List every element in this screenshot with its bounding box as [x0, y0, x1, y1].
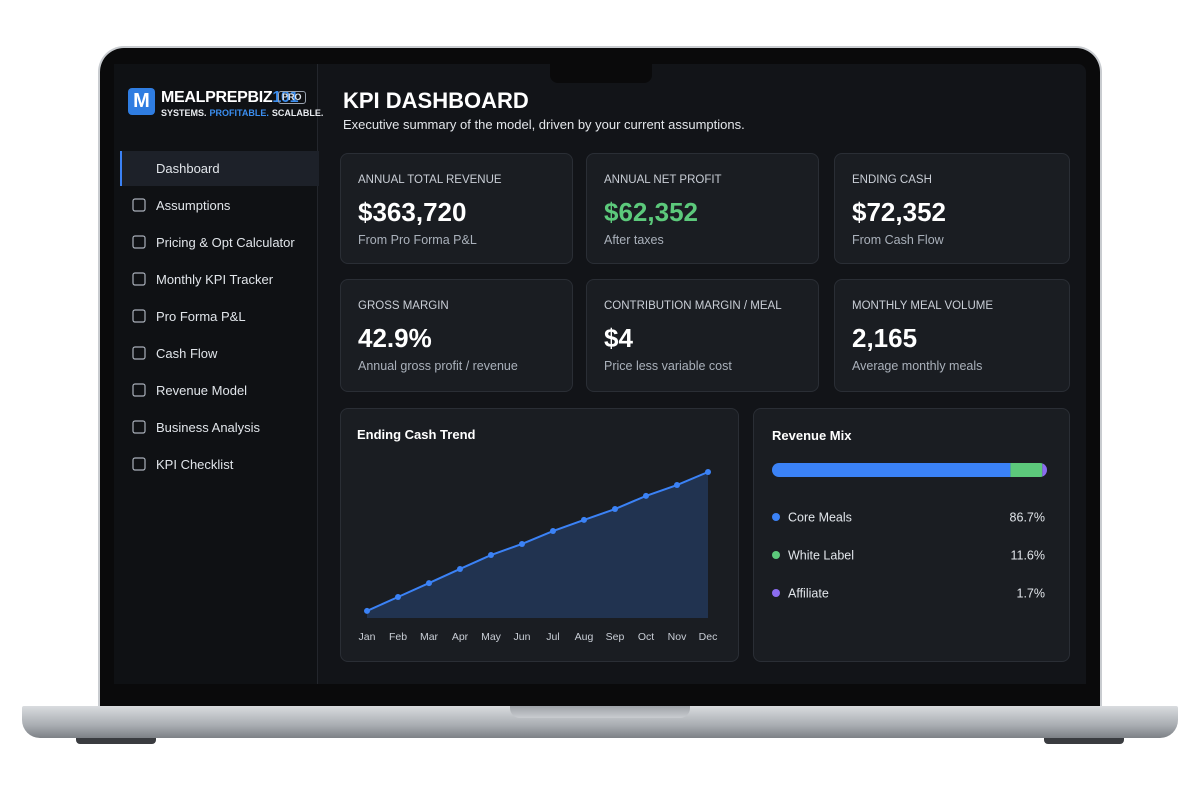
brand-name-main: MEALPREPBIZ: [161, 89, 273, 106]
nav-item[interactable]: Pricing & Opt Calculator: [156, 235, 295, 250]
kpi-value: $4: [604, 323, 633, 353]
nav-item[interactable]: Dashboard: [156, 161, 220, 176]
nav-icon: [132, 235, 146, 249]
kpi-value: $62,352: [604, 197, 698, 227]
x-tick-label: Dec: [699, 631, 718, 643]
kpi-label: ENDING CASH: [852, 174, 932, 186]
nav-icon: [132, 383, 146, 397]
x-tick-label: Jul: [546, 631, 559, 643]
kpi-note: Price less variable cost: [604, 359, 732, 373]
kpi-value: $72,352: [852, 197, 946, 227]
point: [705, 469, 711, 475]
nav-item[interactable]: Assumptions: [156, 198, 231, 213]
kpi-note: Annual gross profit / revenue: [358, 359, 518, 373]
x-tick-label: Apr: [452, 631, 469, 643]
tagline-word: PROFITABLE.: [209, 108, 269, 118]
point: [364, 607, 370, 614]
mix-segment: [772, 463, 1011, 477]
kpi-card: [340, 153, 573, 264]
legend-value: 86.7%: [1010, 511, 1045, 525]
laptop-foot: [1044, 738, 1124, 744]
x-tick-label: Jun: [514, 631, 531, 643]
point: [612, 506, 618, 513]
kpi-card: [834, 153, 1070, 264]
logo[interactable]: M: [128, 88, 155, 115]
chart-title: Revenue Mix: [772, 428, 852, 443]
nav-item[interactable]: KPI Checklist: [156, 457, 234, 472]
nav-item[interactable]: Pro Forma P&L: [156, 309, 246, 324]
x-tick-label: Nov: [668, 631, 687, 643]
brand-badge: PRO: [278, 91, 306, 104]
kpi-card: [586, 279, 819, 392]
camera-notch: [550, 64, 652, 83]
nav-icon: [132, 309, 146, 323]
kpi-value: 2,165: [852, 323, 918, 353]
kpi-card: [340, 279, 573, 392]
nav-item[interactable]: Revenue Model: [156, 383, 248, 398]
point: [426, 580, 432, 587]
kpi-value: 42.9%: [358, 323, 432, 353]
kpi-note: From Pro Forma P&L: [358, 233, 477, 247]
nav-active[interactable]: [120, 151, 319, 186]
page-title: KPI DASHBOARD: [343, 88, 529, 113]
legend-dot: [772, 589, 780, 597]
line: [366, 471, 709, 612]
kpi-label: CONTRIBUTION MARGIN / MEAL: [604, 300, 782, 312]
mix-card: [753, 408, 1070, 662]
x-tick-label: May: [481, 631, 502, 643]
nav-item[interactable]: Monthly KPI Tracker: [156, 272, 274, 287]
point: [457, 565, 463, 572]
nav-icon: [132, 272, 146, 286]
point: [519, 540, 525, 547]
x-tick-label: Jan: [359, 631, 376, 643]
nav-item[interactable]: Business Analysis: [156, 420, 261, 435]
kpi-card: [586, 153, 819, 264]
mix-segment: [1042, 463, 1047, 477]
kpi-label: MONTHLY MEAL VOLUME: [852, 300, 994, 312]
point: [643, 492, 649, 499]
legend-name: White Label: [788, 549, 854, 563]
page-subtitle: Executive summary of the model, driven b…: [343, 117, 745, 132]
legend-name: Core Meals: [788, 511, 852, 525]
point: [488, 552, 494, 559]
x-tick-label: Feb: [389, 631, 407, 643]
nav-icon: [132, 457, 146, 471]
laptop-foot: [76, 738, 156, 744]
tagline-word: SCALABLE.: [271, 108, 324, 118]
trend-card: [340, 408, 739, 662]
mix-segment: [1010, 463, 1043, 477]
x-tick-label: Oct: [638, 631, 654, 643]
legend-dot: [772, 513, 780, 521]
base-notch: [510, 706, 690, 718]
kpi-note: Average monthly meals: [852, 359, 983, 373]
nav-item[interactable]: Cash Flow: [156, 346, 218, 361]
point: [581, 516, 587, 523]
nav-icon: [132, 198, 146, 212]
kpi-value: $363,720: [358, 197, 467, 227]
kpi-note: After taxes: [604, 233, 664, 247]
legend-name: Affiliate: [788, 587, 829, 601]
legend-value: 11.6%: [1010, 549, 1045, 563]
point: [674, 482, 680, 489]
x-tick-label: Sep: [606, 631, 625, 643]
kpi-label: GROSS MARGIN: [358, 300, 449, 312]
kpi-label: ANNUAL TOTAL REVENUE: [358, 174, 502, 186]
legend-value: 1.7%: [1017, 587, 1046, 601]
nav-icon: [132, 420, 146, 434]
kpi-note: From Cash Flow: [852, 233, 944, 247]
tagline-word: SYSTEMS.: [161, 108, 207, 118]
nav-icon: [132, 346, 146, 360]
point: [395, 594, 401, 601]
kpi-card: [834, 279, 1070, 392]
x-tick-label: Aug: [575, 631, 594, 643]
area: [367, 472, 708, 618]
chart-title: Ending Cash Trend: [357, 427, 476, 442]
x-tick-label: Mar: [420, 631, 439, 643]
point: [550, 528, 556, 535]
tagline: SYSTEMS. PROFITABLE. SCALABLE.: [161, 108, 326, 118]
kpi-label: ANNUAL NET PROFIT: [604, 174, 722, 186]
legend-dot: [772, 551, 780, 559]
